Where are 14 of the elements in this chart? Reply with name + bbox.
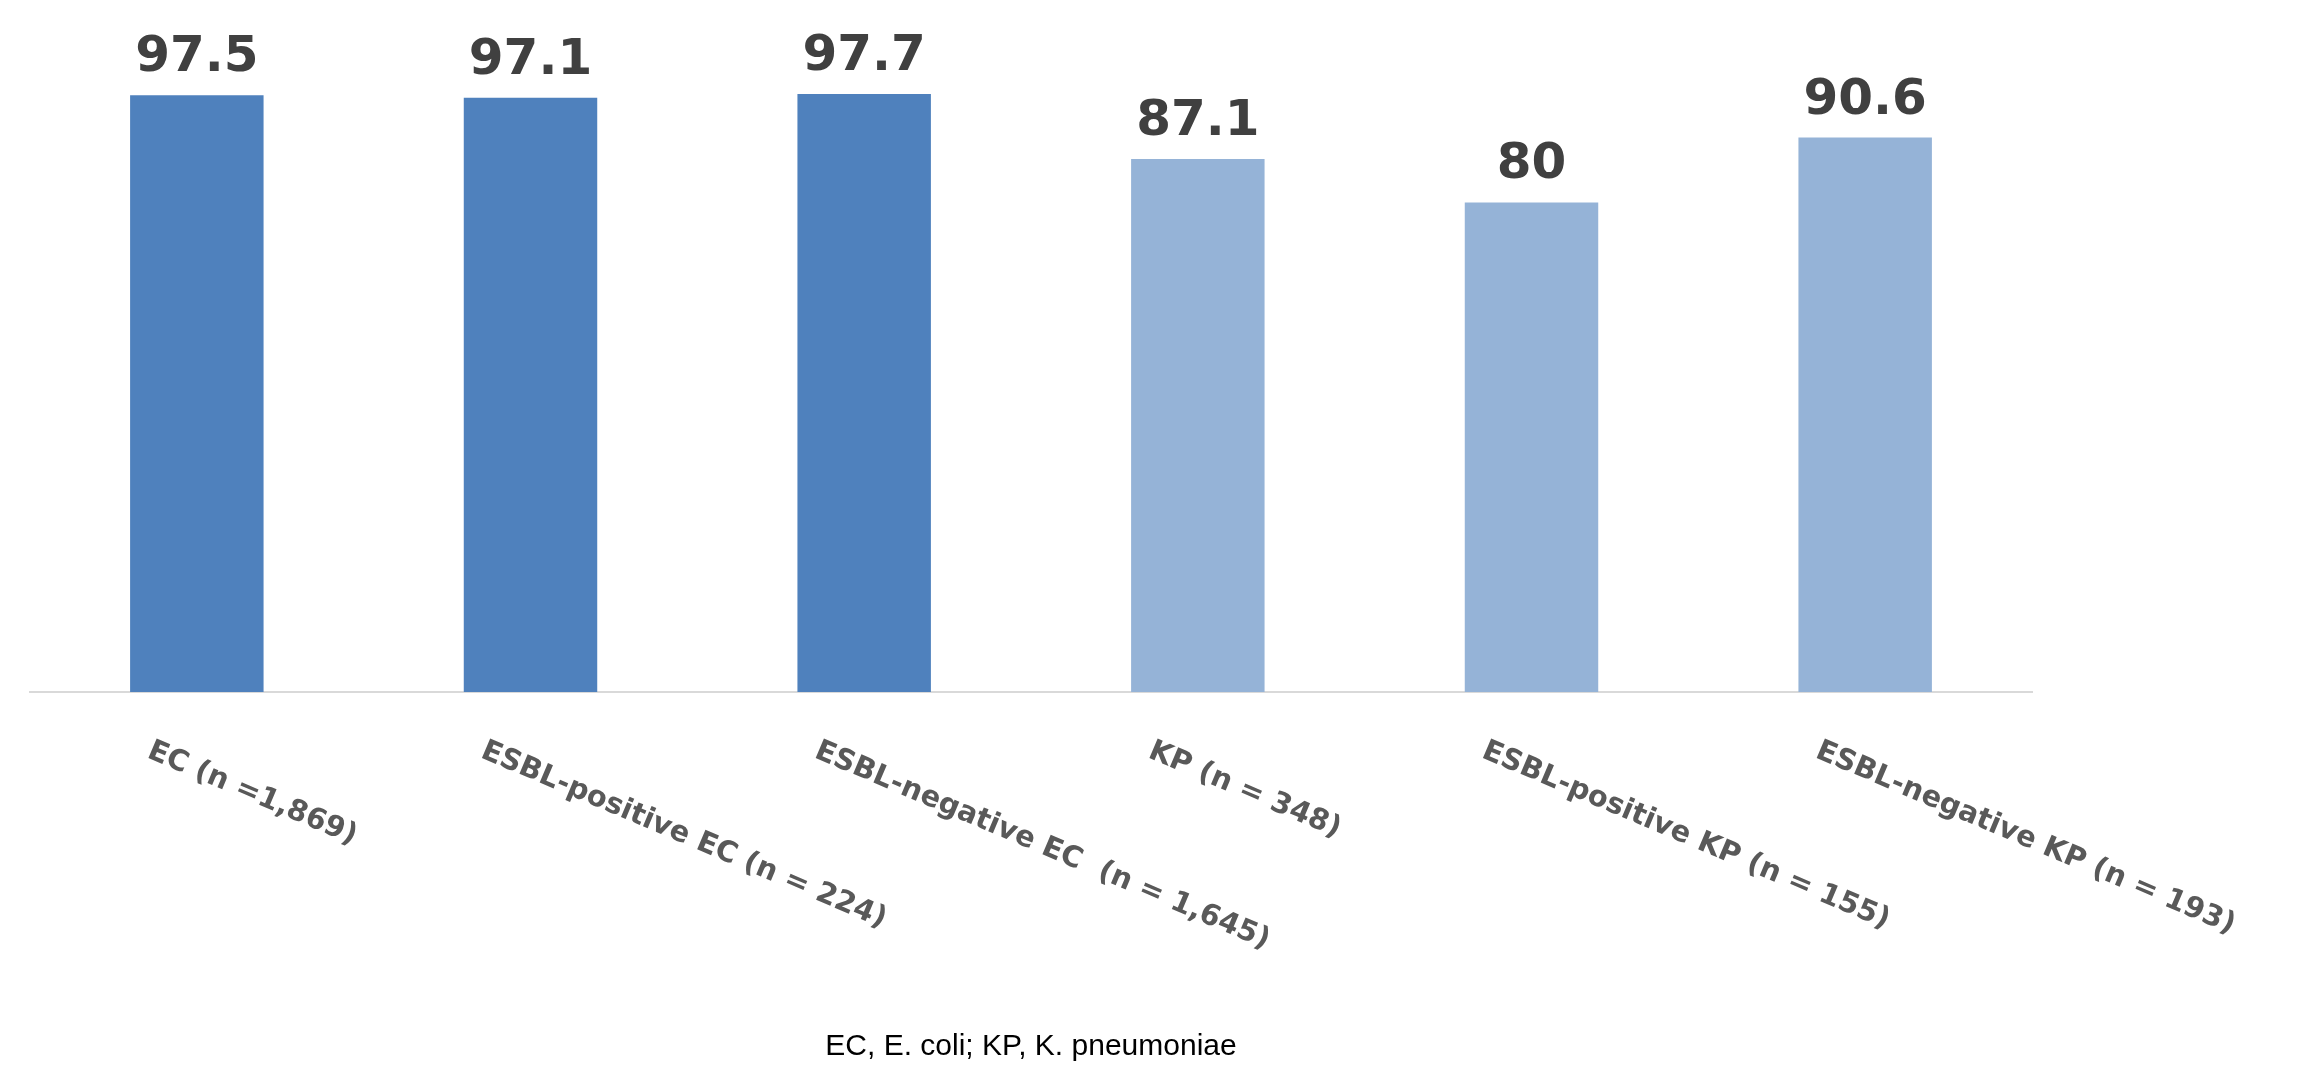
bar: [463, 97, 598, 692]
text: EC, E. coli; KP, K. pneumoniae: [825, 1028, 1237, 1062]
x-tick-label: KP (n = 348): [1144, 732, 1348, 844]
bar: [130, 95, 264, 692]
data-label: 97.7: [802, 24, 926, 83]
bar: [1131, 158, 1265, 692]
data-label: 90.6: [1803, 67, 1927, 126]
bar: [1798, 137, 1932, 692]
data-label: 97.5: [135, 25, 259, 84]
data-label: 80: [1496, 132, 1567, 191]
bar: [797, 94, 931, 692]
data-label: 87.1: [1136, 88, 1260, 147]
data-label: 97.1: [468, 27, 593, 86]
bar: [1464, 202, 1599, 692]
